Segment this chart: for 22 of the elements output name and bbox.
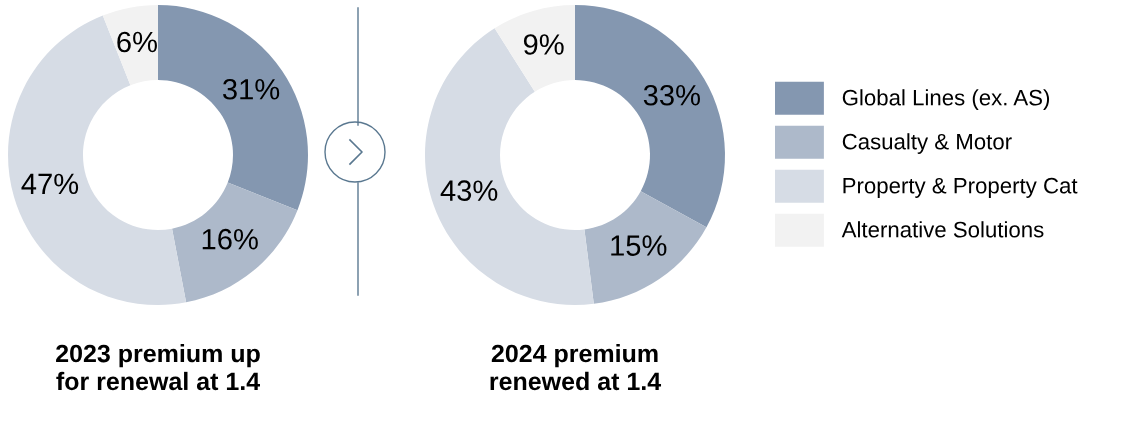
data-label: 33% (643, 84, 700, 106)
donut-slice (584, 191, 707, 304)
donut-slice (102, 5, 158, 86)
data-label: 9% (523, 34, 564, 55)
data-label: 6% (117, 31, 157, 53)
donut-slice (494, 5, 575, 92)
data-label: 15% (611, 235, 667, 256)
data-label: 47% (21, 173, 79, 195)
legend-label: Casualty & Motor (842, 133, 1012, 154)
legend-label: Property & Property Cat (843, 177, 1078, 198)
donut-slice (172, 182, 298, 303)
legend-label: Global Lines (ex. AS) (842, 89, 1050, 110)
donut-slice (425, 28, 594, 305)
data-label: 43% (440, 180, 498, 201)
text: 2023 premium up for renewal at 1.4 (56, 344, 260, 391)
donut-slice (8, 15, 187, 305)
donut-slice (158, 5, 308, 211)
legend-label: Alternative Solutions (841, 221, 1044, 238)
donut-slice (575, 5, 725, 228)
data-label: 16% (202, 228, 258, 250)
data-label: 31% (222, 78, 280, 100)
text: 2024 premium renewed at 1.4 (490, 344, 662, 391)
